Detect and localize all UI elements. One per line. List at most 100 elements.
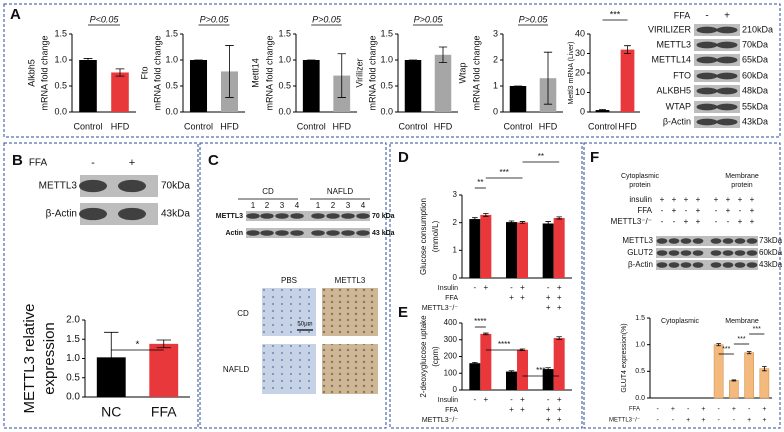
protein-label: ALKBH5 [656,85,691,95]
size-label: 43kDa [742,116,768,126]
error-bar [762,366,767,372]
condition-sign: + [672,206,677,215]
condition-sign: + [520,293,525,302]
blot-band [680,250,692,256]
blot-strip [656,248,758,258]
histology-image [322,344,378,394]
condition-sign: + [557,283,562,292]
size-label: 60kDa [742,70,768,80]
y-tick-label: 1.0 [635,342,645,349]
lane-label: + [724,11,730,22]
lane-label: 4 [361,201,366,210]
x-tick-label: HFD [220,121,239,131]
y-tick-label: 1 [493,80,498,90]
y-axis-label: METTL3 relative [21,303,38,413]
row-label: CD [237,309,249,318]
y-tick-label: 0.5 [165,80,178,90]
error-bar [438,46,448,63]
protein-label: VIRILIZER [648,24,692,34]
y-tick-label: 0.5 [66,372,80,383]
x-tick-label: Control [184,121,213,131]
condition-sign: + [762,417,766,424]
bar [744,352,754,399]
blot-strip [656,236,758,246]
protein-label: METTL3 [216,213,243,220]
condition-sign: + [546,303,551,312]
x-tick-label: Control [297,121,326,131]
significance-label: P>0.05 [519,14,549,24]
blot-strip [246,211,370,221]
error-bar [83,58,93,62]
error-bar [337,53,346,98]
protein-label: GLUT2 [627,248,653,257]
size-label: 43kDa [759,260,783,269]
bar [189,60,208,112]
bar [620,49,635,112]
blot-band [696,56,718,64]
y-tick-label: 10 [575,87,585,97]
protein-label: β-Actin [628,260,653,269]
condition-label: FFA [637,206,652,215]
significance-label: *** [536,366,545,375]
condition-sign: - [717,406,720,413]
protein-label: FTO [673,70,691,80]
bar [517,222,528,278]
blot-band [734,250,746,256]
y-tick-label: 1.5 [54,28,67,38]
significance-label: *** [499,168,508,177]
y-tick-label: 0.5 [54,80,67,90]
significance-label: * [136,340,140,351]
y-tick-label: 2.0 [66,315,80,326]
condition-sign: - [547,395,550,404]
x-tick-label: NC [101,404,121,420]
error-bar [472,361,478,365]
histology-image [262,344,316,394]
condition-sign: - [510,283,513,292]
y-tick-label: 0.0 [380,106,393,116]
y-axis-label: mRNA fold change [367,35,377,110]
blot-band [746,238,758,244]
condition-sign: + [696,217,701,226]
blot-band [79,207,107,221]
blot-band [734,238,746,244]
panel-label: D [398,149,409,166]
y-tick-label: 100 [444,368,458,377]
blot-band [341,230,355,236]
condition-sign: + [557,395,562,404]
significance-label: **** [498,340,510,349]
condition-sign: + [684,217,689,226]
size-label: 43 kDa [372,230,395,237]
condition-sign: - [687,406,690,413]
significance-label: P>0.05 [414,14,444,24]
bar [517,349,528,390]
condition-sign: + [738,195,743,204]
size-label: 70kDa [742,39,768,49]
bar [759,368,770,399]
condition-sign: + [750,195,755,204]
y-tick-label: 3 [493,28,498,38]
y-axis-label: Mettl14 [250,58,260,88]
blot-band [656,262,668,268]
error-bar [624,45,631,54]
y-tick-label: 200 [444,352,458,361]
error-bar [519,221,526,224]
condition-sign: + [738,217,743,226]
blot-band [290,230,304,236]
blot-band [692,250,704,256]
y-tick-label: 1.0 [54,54,67,64]
condition-sign: - [685,206,688,215]
condition-sign: + [557,293,562,302]
significance-label: P<0.05 [90,14,120,24]
panel-frame [3,3,781,138]
blot-band [696,87,718,95]
y-tick-label: 1.5 [165,28,178,38]
blot-band [275,230,289,236]
protein-label: Actin [226,230,244,237]
condition-sign: + [714,195,719,204]
y-tick-label: 1.0 [278,54,291,64]
blot-band [710,250,722,256]
significance-label: **** [474,317,486,326]
protein-label: METTL3 [656,39,691,49]
protein-label: METTL14 [651,54,691,64]
y-tick-label: 1 [453,245,458,254]
